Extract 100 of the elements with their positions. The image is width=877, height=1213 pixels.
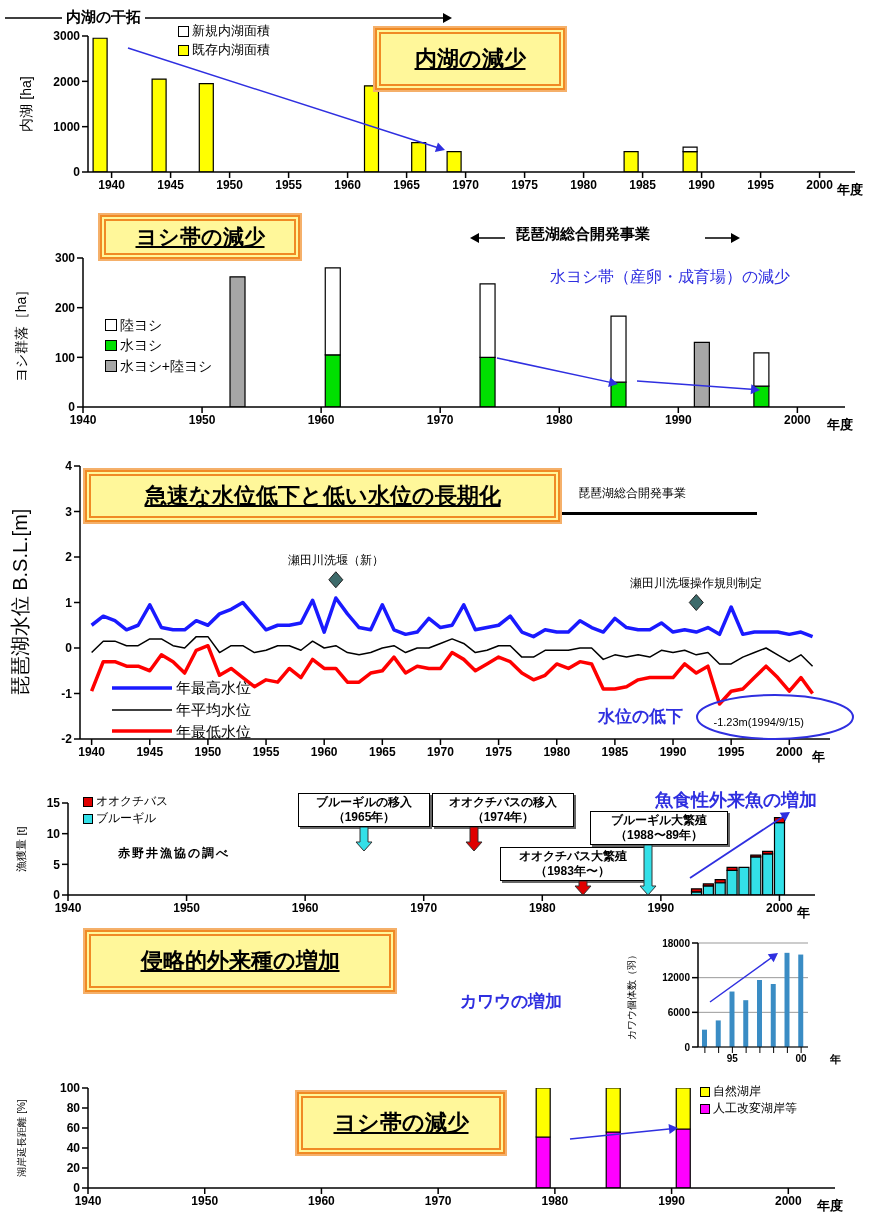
text: 急速な水位低下と低い水位の長期化 [144, 482, 501, 510]
legend-label: 年平均水位 [176, 699, 251, 720]
x-tick-label: 1990 [659, 744, 687, 759]
legend-label: 新規内湖面積 [192, 22, 271, 40]
legend-label: ブルーギル [96, 810, 157, 828]
y-tick-label: 6000 [667, 1006, 691, 1018]
y-tick-label: 0 [65, 641, 73, 656]
annotation: 水ヨシ帯（産卵・成育場）の減少 [550, 267, 790, 287]
x-tick-label: 1945 [136, 744, 164, 759]
y-tick-label: 12000 [662, 972, 691, 984]
x-tick-label: 1940 [69, 412, 97, 427]
text: 内湖の減少 [414, 45, 526, 73]
x-tick-label: 2000 [806, 177, 834, 192]
legend-label: 年最低水位 [176, 721, 251, 742]
annotation: 琵琶湖総合開発事業 [578, 485, 686, 502]
y-axis-title: 琵琶湖水位 B.S.L.[m] [9, 508, 32, 697]
x-tick-label: 1970 [452, 177, 480, 192]
x-tick-label: 1960 [310, 744, 338, 759]
legend-label: 既存内湖面積 [192, 40, 271, 59]
y-tick-label: 60 [66, 1121, 81, 1136]
legend-label: 年最高水位 [176, 678, 251, 698]
x-axis-title: 年 [829, 1053, 841, 1065]
y-tick-label: 0 [73, 1181, 81, 1196]
y-tick-label: 3000 [53, 29, 81, 44]
x-axis-title: 年度 [836, 182, 863, 197]
x-tick-label: 1960 [308, 1193, 336, 1208]
y-tick-label: 100 [59, 1081, 81, 1096]
y-tick-label: 10 [46, 826, 61, 841]
legend-label: 陸ヨシ [119, 316, 162, 335]
y-tick-label: 40 [66, 1141, 81, 1156]
x-tick-label: 1950 [191, 1193, 219, 1208]
legend-label: 自然湖岸 [713, 1083, 762, 1100]
x-axis-title: 年 [796, 905, 810, 920]
x-tick-label: 1950 [194, 744, 222, 759]
y-tick-label: 1 [65, 595, 73, 610]
legend-label: オオクチバス [96, 793, 169, 810]
y-axis-title: 漁獲量 [t] [14, 826, 27, 872]
text: カワウの増加 [460, 991, 562, 1013]
x-tick-label: 1955 [252, 744, 280, 759]
y-axis-title: 湖岸延長距離 [%] [15, 1099, 27, 1177]
x-axis-title: 年 [811, 749, 825, 764]
x-tick-label: 1980 [541, 1193, 569, 1208]
x-tick-label: 00 [795, 1053, 808, 1065]
x-tick-label: 1960 [291, 900, 319, 915]
x-tick-label: 1975 [511, 177, 539, 192]
x-tick-label: 1980 [570, 177, 598, 192]
x-tick-label: 1960 [334, 177, 362, 192]
x-tick-label: 1970 [424, 1193, 452, 1208]
y-tick-label: 20 [66, 1161, 81, 1176]
x-tick-label: 1990 [647, 900, 675, 915]
x-tick-label: 1955 [275, 177, 303, 192]
x-tick-label: 1990 [688, 177, 716, 192]
x-axis-title: 年度 [826, 417, 853, 432]
x-tick-label: 1995 [717, 744, 745, 759]
x-tick-label: 1980 [528, 900, 556, 915]
x-tick-label: 1970 [426, 412, 454, 427]
y-tick-label: 0 [53, 888, 61, 903]
y-tick-label: 200 [54, 300, 76, 315]
x-tick-label: 1980 [545, 412, 573, 427]
x-tick-label: 1940 [74, 1193, 102, 1208]
y-tick-label: -2 [61, 732, 73, 747]
y-tick-label: 5 [53, 857, 61, 872]
y-tick-label: 15 [46, 796, 61, 811]
x-tick-label: 95 [726, 1053, 739, 1065]
x-tick-label: 1985 [629, 177, 657, 192]
y-tick-label: 18000 [662, 937, 691, 949]
legend-label: 人工改変湖岸等 [713, 1100, 798, 1118]
y-tick-label: 0 [73, 165, 81, 180]
x-tick-label: 1965 [368, 744, 396, 759]
x-tick-label: 1985 [601, 744, 629, 759]
y-axis-title: カワウ個体数（羽） [625, 950, 637, 1040]
y-axis-title: 内湖 [ha] [17, 76, 34, 132]
x-tick-label: 1940 [78, 744, 106, 759]
y-tick-label: 2000 [53, 74, 81, 89]
x-tick-label: 1995 [747, 177, 775, 192]
x-tick-label: 1945 [157, 177, 185, 192]
y-tick-label: 80 [66, 1101, 81, 1116]
x-tick-label: 1975 [485, 744, 513, 759]
annotation: 水位の低下 [598, 706, 683, 728]
chart-title: ヨシ帯の減少 [135, 224, 265, 250]
x-tick-label: 1940 [54, 900, 82, 915]
y-tick-label: -1 [61, 686, 73, 701]
y-tick-label: 0 [68, 400, 76, 415]
annotation: 瀬田川洗堰操作規則制定 [630, 575, 763, 590]
x-axis-title: 年度 [816, 1198, 843, 1213]
legend-label: 水ヨシ [119, 336, 162, 356]
text: ヨシ帯の減少 [333, 1109, 469, 1137]
legend-label: 水ヨシ+陸ヨシ [119, 356, 212, 376]
chart-title: 魚食性外来魚の増加 [655, 789, 817, 812]
x-tick-label: 1940 [98, 177, 126, 192]
x-tick-label: 1960 [307, 412, 335, 427]
x-tick-label: 2000 [775, 744, 803, 759]
x-tick-label: 1950 [188, 412, 216, 427]
x-tick-label: 1965 [393, 177, 421, 192]
text: 内湖の干拓 [62, 8, 145, 27]
y-tick-label: 1000 [53, 119, 81, 134]
annotation: 赤野井漁協の調べ [118, 845, 230, 862]
x-tick-label: 1990 [664, 412, 692, 427]
y-tick-label: 3 [65, 504, 73, 519]
text: 侵略的外来種の増加 [140, 947, 340, 975]
